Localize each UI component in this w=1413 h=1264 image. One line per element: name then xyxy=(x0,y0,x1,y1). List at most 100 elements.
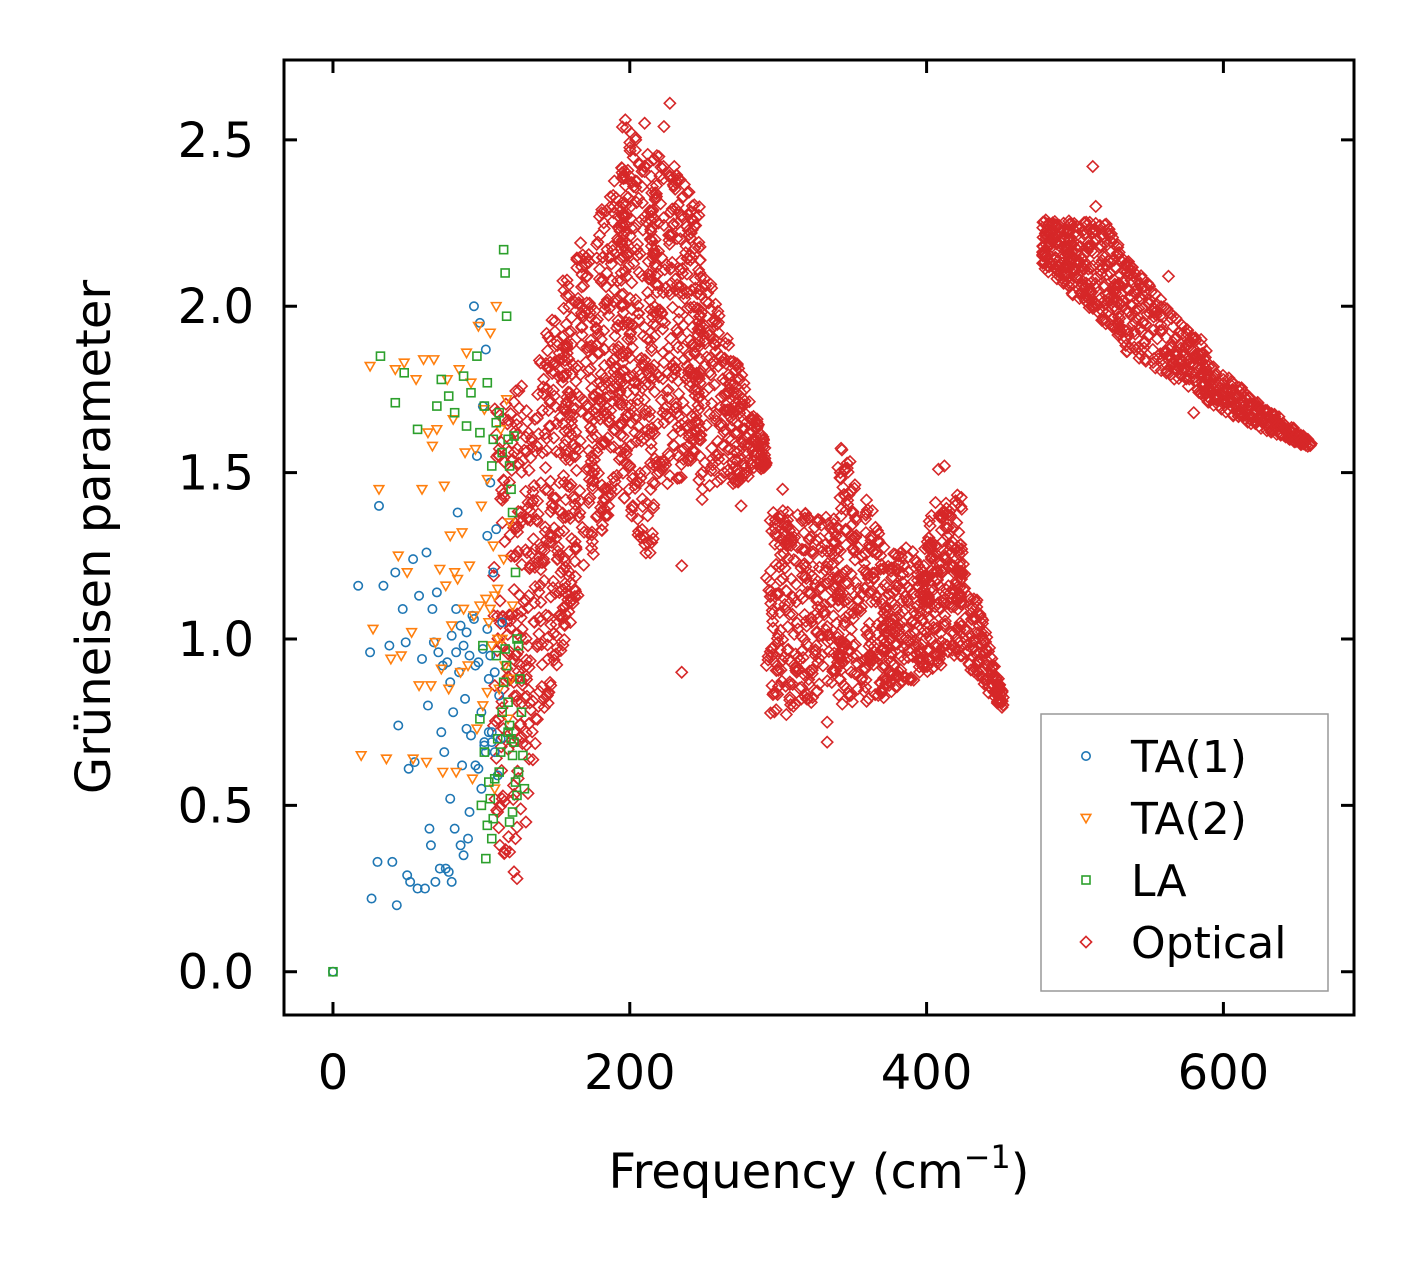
point-optical xyxy=(626,150,640,165)
point-ta-2 xyxy=(439,581,452,593)
point-optical xyxy=(606,352,621,367)
point-optical xyxy=(564,390,578,404)
point-optical xyxy=(697,396,711,411)
point-optical xyxy=(1142,279,1157,293)
point-optical xyxy=(680,286,694,300)
point-optical xyxy=(638,159,652,174)
point-optical xyxy=(935,640,950,654)
point-optical xyxy=(621,259,636,273)
point-optical xyxy=(837,678,851,692)
point-la xyxy=(479,401,490,411)
point-optical xyxy=(572,295,586,310)
point-optical xyxy=(783,693,797,707)
point-ta-1 xyxy=(458,850,469,861)
y-tick-label: 2.0 xyxy=(178,279,254,335)
point-la xyxy=(512,634,522,644)
point-optical xyxy=(503,621,517,635)
point-optical xyxy=(809,533,824,547)
point-optical xyxy=(798,543,813,557)
point-optical xyxy=(1237,407,1252,422)
point-optical xyxy=(973,607,987,621)
point-optical xyxy=(629,195,644,210)
point-optical xyxy=(950,488,965,502)
point-ta-2 xyxy=(438,481,451,493)
point-optical xyxy=(728,356,743,370)
point-optical xyxy=(774,663,788,677)
point-optical xyxy=(590,312,605,327)
point-ta-2 xyxy=(472,321,485,333)
point-optical xyxy=(687,198,702,212)
point-optical xyxy=(896,604,910,619)
point-optical xyxy=(521,638,535,653)
point-optical xyxy=(783,690,797,705)
point-optical xyxy=(541,652,555,666)
point-optical xyxy=(558,618,572,633)
point-optical xyxy=(879,643,894,658)
point-optical xyxy=(820,735,834,749)
point-optical xyxy=(568,401,583,416)
point-ta-1 xyxy=(424,823,435,834)
point-optical xyxy=(862,541,876,555)
point-optical xyxy=(1070,257,1085,271)
point-la xyxy=(501,660,512,671)
point-optical xyxy=(889,610,904,625)
point-optical xyxy=(547,355,562,369)
point-optical xyxy=(635,499,650,514)
point-optical xyxy=(511,544,525,559)
point-ta-1 xyxy=(448,707,459,718)
point-optical xyxy=(1130,273,1144,287)
legend-items: TA(1) TA(2) LA Optical xyxy=(1079,732,1286,969)
point-optical xyxy=(507,689,522,703)
point-optical xyxy=(939,583,954,597)
point-optical xyxy=(646,532,660,546)
point-optical xyxy=(1140,307,1154,321)
point-optical xyxy=(654,250,669,265)
point-optical xyxy=(598,302,612,316)
point-optical xyxy=(846,533,860,547)
point-optical xyxy=(1153,347,1168,361)
point-optical xyxy=(615,417,629,432)
point-optical xyxy=(508,654,522,668)
point-optical xyxy=(538,482,553,497)
point-ta-2 xyxy=(392,551,405,563)
point-optical xyxy=(1253,400,1267,415)
point-optical xyxy=(547,653,561,667)
point-optical xyxy=(1146,323,1161,338)
point-ta-1 xyxy=(464,807,475,818)
point-optical xyxy=(643,456,658,470)
point-optical xyxy=(535,555,549,570)
point-la xyxy=(507,507,518,518)
point-optical xyxy=(771,635,785,650)
point-optical xyxy=(709,334,724,348)
point-optical xyxy=(673,173,687,187)
point-optical xyxy=(901,672,916,686)
point-optical xyxy=(586,474,601,488)
point-optical xyxy=(789,659,803,674)
point-optical xyxy=(635,196,650,210)
point-la xyxy=(486,461,497,471)
point-ta-2 xyxy=(384,654,398,666)
point-optical xyxy=(879,621,893,635)
point-optical xyxy=(1112,320,1126,334)
point-optical xyxy=(776,504,790,518)
point-optical xyxy=(573,236,588,250)
point-ta-1 xyxy=(353,580,364,591)
point-optical xyxy=(953,591,968,605)
point-optical xyxy=(540,382,554,396)
point-optical xyxy=(901,550,916,564)
point-optical xyxy=(1250,399,1265,414)
point-optical xyxy=(1126,317,1140,331)
point-optical xyxy=(616,317,630,332)
point-optical xyxy=(677,441,691,456)
point-optical xyxy=(531,427,546,441)
point-ta-1 xyxy=(470,760,481,771)
point-ta-1 xyxy=(449,823,460,834)
point-optical xyxy=(661,228,676,242)
point-optical xyxy=(927,606,941,620)
point-optical xyxy=(859,623,874,637)
point-optical xyxy=(1226,409,1240,423)
point-optical xyxy=(840,456,854,470)
point-la xyxy=(513,640,524,651)
point-ta-1 xyxy=(373,500,384,511)
point-optical xyxy=(672,386,686,401)
